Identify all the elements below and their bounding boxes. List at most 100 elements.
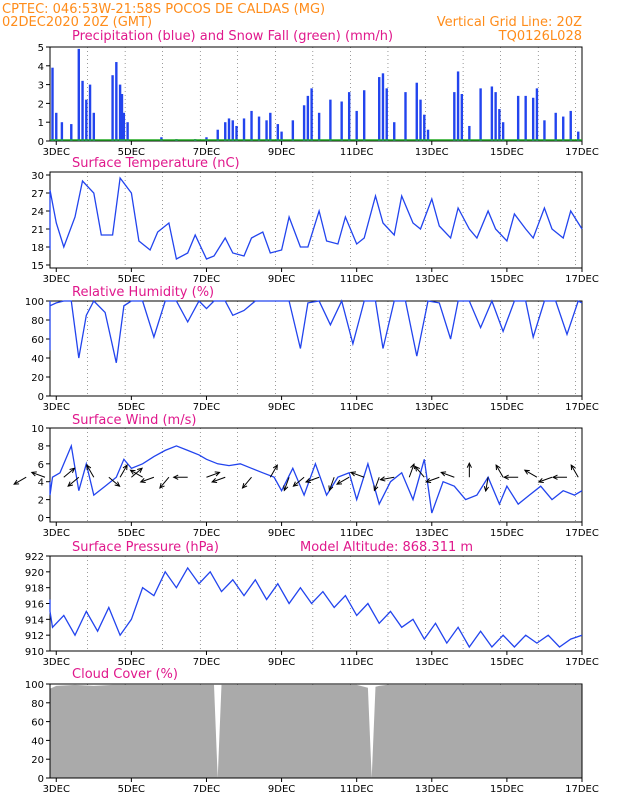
- wind-xtick-label: 7DEC: [193, 528, 220, 539]
- precip-ytick-label: 2: [38, 99, 44, 110]
- wind-arrow-head: [30, 471, 37, 477]
- date-header: 02DEC2020 20Z (GMT): [2, 15, 152, 30]
- precip-bar: [81, 80, 84, 141]
- precip-bar: [378, 77, 381, 141]
- cloud-xtick-label: 5DEC: [118, 784, 145, 795]
- precip-bar: [362, 90, 366, 141]
- precip-bar: [216, 129, 219, 141]
- precip-bar: [205, 137, 208, 141]
- precip-bar: [126, 122, 129, 141]
- wind-ytick-label: 10: [31, 424, 44, 435]
- precip-bar: [291, 120, 295, 141]
- precip-bar: [468, 125, 471, 141]
- wind-ytick-label: 8: [38, 442, 44, 453]
- wind-arrow-head: [537, 478, 544, 483]
- precip-bar: [423, 114, 426, 141]
- precip-bar: [494, 92, 497, 141]
- precip-bar: [310, 88, 313, 141]
- pressure-title: Surface Pressure (hPa): [72, 540, 219, 555]
- rh-xtick-label: 15DEC: [490, 402, 524, 413]
- precip-bar: [280, 131, 283, 141]
- wind-arrow-shaft: [425, 476, 440, 483]
- temp-xtick-label: 5DEC: [118, 274, 145, 285]
- cloud-xtick-label: 3DEC: [43, 784, 70, 795]
- precip-bar: [415, 82, 418, 141]
- precip-xtick-label: 3DEC: [43, 147, 70, 158]
- precip-bar: [88, 84, 92, 141]
- wind-xtick-label: 17DEC: [565, 528, 599, 539]
- wind-arrow-shaft: [524, 469, 538, 478]
- wind-ytick-label: 0: [38, 514, 44, 525]
- wind-ytick-label: 6: [38, 460, 44, 471]
- wind-arrow-head: [503, 474, 509, 480]
- wind-arrow-head: [551, 474, 558, 480]
- precip-bar: [224, 122, 227, 141]
- precip-bar: [160, 137, 163, 141]
- wind-arrow-shaft: [373, 477, 380, 491]
- wind-arrow-head: [335, 479, 343, 485]
- precip-bar: [577, 131, 580, 141]
- precip-xtick-label: 7DEC: [193, 147, 220, 158]
- wind-arrow-shaft: [86, 464, 95, 478]
- wind-series-line: [49, 443, 583, 514]
- temp-ytick-label: 21: [31, 225, 44, 236]
- precip-bar: [569, 110, 572, 141]
- temp-ytick-label: 15: [31, 261, 44, 272]
- precip-bar: [460, 94, 464, 141]
- wind-xtick-label: 11DEC: [340, 528, 374, 539]
- cloud-ytick-label: 60: [31, 718, 44, 729]
- wind-arrow-shaft: [495, 464, 504, 478]
- cloud-ytick-label: 80: [31, 699, 44, 710]
- pressure-ytick-label: 910: [25, 647, 44, 658]
- wind-arrow-shaft: [119, 464, 128, 478]
- temp-xtick-label: 3DEC: [43, 274, 70, 285]
- cloud-ytick-label: 0: [38, 774, 44, 785]
- rh-ytick-label: 0: [38, 392, 44, 403]
- wind-arrow-head: [129, 469, 136, 475]
- rh-xtick-label: 5DEC: [118, 402, 145, 413]
- wind-arrow-head: [241, 482, 248, 489]
- precip-bar: [385, 88, 388, 141]
- precip-bar: [122, 112, 126, 141]
- wind-arrow-shaft: [305, 476, 320, 483]
- wind-arrow-head: [137, 467, 143, 474]
- wind-arrow-head: [523, 469, 530, 475]
- wind-ytick-label: 4: [38, 478, 44, 489]
- precip-bar: [329, 99, 332, 141]
- precip-xtick-label: 5DEC: [118, 147, 145, 158]
- rh-ytick-label: 60: [31, 335, 44, 346]
- precip-bar: [404, 92, 407, 141]
- precip-bar: [355, 110, 358, 141]
- cloud-xtick-label: 13DEC: [415, 784, 449, 795]
- precip-ytick-label: 4: [38, 62, 44, 73]
- wind-arrow-head: [328, 485, 334, 492]
- pressure-ytick-label: 920: [25, 568, 44, 579]
- wind-arrow-head: [114, 481, 121, 487]
- pressure-xtick-label: 9DEC: [268, 657, 295, 668]
- precip-bar: [55, 112, 58, 141]
- rh-xtick-label: 9DEC: [268, 402, 295, 413]
- precip-ytick-label: 1: [38, 118, 44, 129]
- rh-ytick-label: 100: [25, 297, 44, 308]
- precip-bar: [235, 125, 238, 141]
- precip-bar: [276, 124, 280, 141]
- temp-xtick-label: 15DEC: [490, 274, 524, 285]
- cloud-frame-top: [49, 683, 583, 779]
- pressure-xtick-label: 11DEC: [340, 657, 374, 668]
- precip-bar: [250, 110, 253, 141]
- precip-bar: [70, 124, 73, 141]
- precip-bar: [302, 105, 306, 141]
- pressure-xtick-label: 5DEC: [118, 657, 145, 668]
- temp-ytick-label: 24: [31, 207, 44, 218]
- pressure-series-line: [49, 566, 583, 649]
- cloud-xtick-label: 11DEC: [340, 784, 374, 795]
- precip-bar: [231, 120, 234, 141]
- cloud-xtick-label: 9DEC: [268, 784, 295, 795]
- wind-xtick-label: 3DEC: [43, 528, 70, 539]
- cloud-ytick-label: 20: [31, 755, 44, 766]
- station-header: CPTEC: 046:53W-21:58S POCOS DE CALDAS (M…: [2, 2, 325, 17]
- wind-arrow-head: [349, 471, 357, 477]
- wind-arrow-shaft: [67, 476, 80, 487]
- temp-ytick-label: 30: [31, 171, 44, 182]
- wind-arrow-head: [139, 478, 146, 483]
